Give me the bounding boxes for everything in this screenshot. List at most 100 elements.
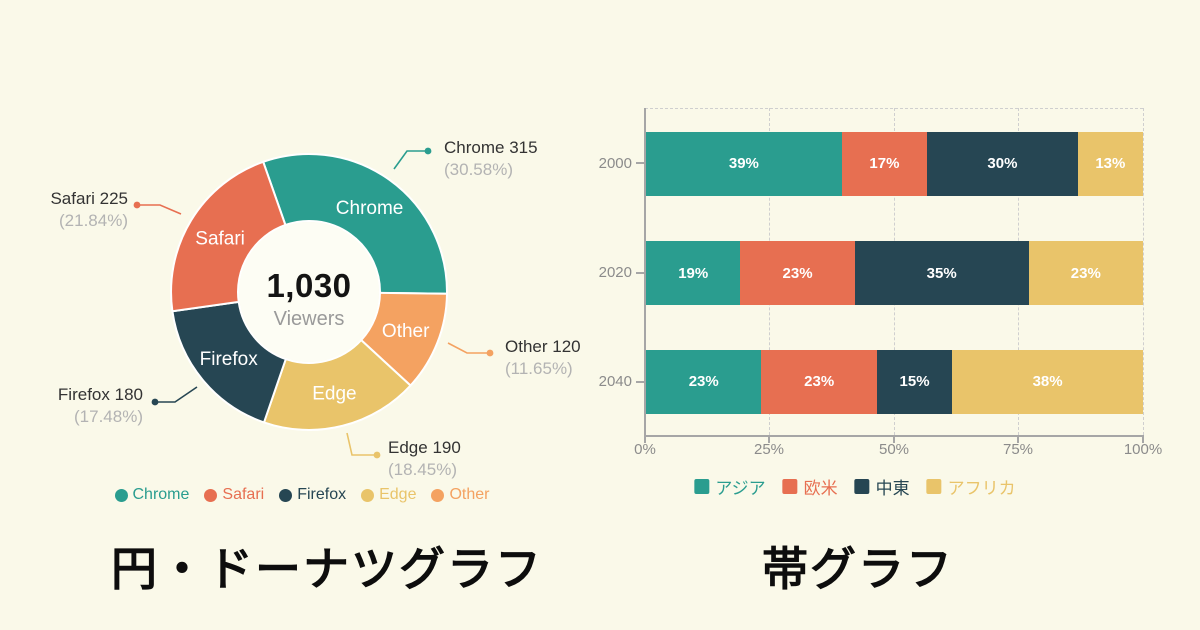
callout-safari: Safari 225 (21.84%)	[50, 189, 128, 230]
callout-dot-safari	[133, 201, 141, 209]
donut-slice-safari[interactable]	[170, 160, 287, 313]
bar-segment-value: 23%	[782, 264, 813, 282]
legend-item-edge[interactable]: Edge	[361, 486, 416, 504]
callout-firefox-text: Firefox 180	[58, 385, 143, 404]
legend-swatch-chuto	[854, 479, 870, 494]
donut-slice-chrome[interactable]	[262, 152, 449, 295]
x-tick-label-100: 100%	[1123, 441, 1163, 458]
bar-segment-2040-アジア[interactable]: 23%	[646, 349, 762, 415]
callout-line-chrome	[393, 150, 428, 170]
bar-segment-value: 23%	[688, 373, 719, 391]
legend-item-africa[interactable]: アフリカ	[926, 474, 1016, 499]
bar-segment-value: 23%	[804, 373, 835, 391]
callout-line-firefox	[155, 386, 198, 403]
legend-label-oubei: 欧米	[803, 479, 838, 498]
donut-slice-inner-label: Edge	[312, 383, 356, 404]
axis-tick	[768, 437, 770, 443]
callout-edge-text: Edge 190	[388, 438, 461, 457]
legend-label-asia: アジア	[715, 479, 766, 498]
callout-chrome-percent: (30.58%)	[444, 160, 513, 180]
bar-segment-value: 17%	[869, 155, 900, 173]
callout-dot-chrome	[424, 147, 432, 155]
legend-swatch-firefox	[279, 488, 293, 502]
legend-swatch-safari	[204, 488, 218, 502]
axis-tick	[1017, 437, 1019, 443]
slice-value: 190	[432, 438, 461, 457]
slice-value: 120	[552, 337, 581, 356]
callout-dot-other	[486, 349, 494, 357]
legend-item-firefox[interactable]: Firefox	[279, 486, 346, 504]
slice-name: Safari	[50, 189, 95, 208]
slice-name: Other	[505, 337, 548, 356]
legend-label-africa: アフリカ	[947, 479, 1016, 498]
bar-segment-value: 19%	[678, 264, 709, 282]
bar-segment-2000-中東[interactable]: 30%	[927, 131, 1078, 196]
bar-segment-2000-アジア[interactable]: 39%	[646, 131, 842, 196]
axis-tick	[636, 381, 644, 383]
bar-segment-2000-アフリカ[interactable]: 13%	[1077, 131, 1143, 196]
legend-label-chrome: Chrome	[132, 486, 190, 503]
bar-segment-2040-欧米[interactable]: 23%	[761, 349, 877, 415]
y-axis-line	[644, 108, 646, 437]
callout-other: Other 120 (11.65%)	[505, 337, 581, 378]
x-tick-label-25: 25%	[753, 441, 785, 458]
bar-segment-value: 35%	[926, 264, 957, 282]
legend-swatch-africa	[926, 479, 942, 494]
bar-segment-2020-アジア[interactable]: 19%	[646, 240, 741, 306]
bar-segment-2000-欧米[interactable]: 17%	[841, 131, 928, 196]
band-bars-area: 39% 17% 30% 13% 19% 23% 35% 23% 23% 23% 15% 38%	[646, 108, 1143, 435]
callout-dot-edge	[373, 451, 381, 459]
axis-tick	[644, 437, 646, 443]
bar-segment-2020-欧米[interactable]: 23%	[740, 240, 855, 306]
slice-value: 315	[509, 138, 538, 157]
callout-chrome: Chrome 315 (30.58%)	[444, 138, 538, 179]
callout-dot-firefox	[151, 398, 159, 406]
callout-line-other	[447, 342, 490, 354]
donut-slice-inner-label: Safari	[195, 229, 245, 250]
legend-item-asia[interactable]: アジア	[694, 474, 766, 499]
callout-safari-text: Safari 225	[50, 189, 128, 208]
slice-name: Firefox	[57, 385, 110, 404]
legend-item-chuto[interactable]: 中東	[854, 474, 910, 499]
legend-item-chrome[interactable]: Chrome	[114, 486, 190, 504]
bar-segment-value: 30%	[987, 155, 1018, 173]
legend-label-edge: Edge	[379, 486, 417, 503]
bar-segment-value: 15%	[899, 373, 930, 391]
donut-slice-inner-label: Firefox	[200, 349, 259, 370]
x-tick-label-50: 50%	[878, 441, 910, 458]
axis-tick	[1142, 437, 1144, 443]
callout-edge-percent: (18.45%)	[388, 460, 457, 480]
legend-swatch-edge	[361, 488, 375, 502]
bar-segment-2020-アフリカ[interactable]: 23%	[1028, 240, 1143, 306]
legend-item-safari[interactable]: Safari	[204, 486, 264, 504]
donut-total-label: Viewers	[273, 307, 345, 330]
bar-segment-2020-中東[interactable]: 35%	[854, 240, 1029, 306]
slice-name: Chrome	[444, 138, 505, 157]
bar-segment-2040-中東[interactable]: 15%	[876, 349, 953, 415]
bar-row-2040: 23% 23% 15% 38%	[646, 349, 1143, 415]
callout-firefox-percent: (17.48%)	[74, 407, 143, 427]
callout-firefox: Firefox 180 (17.48%)	[58, 385, 143, 426]
bar-segment-value: 23%	[1070, 264, 1101, 282]
donut-slice-edge[interactable]	[263, 339, 412, 431]
callout-other-percent: (11.65%)	[505, 359, 573, 379]
bar-segment-value: 13%	[1095, 155, 1126, 173]
x-axis-line	[644, 435, 1144, 437]
bar-row-2020: 19% 23% 35% 23%	[646, 240, 1143, 306]
donut-slice-inner-label: Other	[382, 321, 430, 342]
legend-item-oubei[interactable]: 欧米	[782, 474, 838, 499]
category-label-2000: 2000	[598, 155, 632, 172]
category-label-2040: 2040	[598, 373, 632, 390]
donut-slice-inner-label: Chrome	[336, 198, 404, 219]
axis-tick	[636, 162, 644, 164]
callout-edge: Edge 190 (18.45%)	[388, 438, 461, 479]
donut-chart-panel: Chrome Other Edge Firefox Safari 1,030 Viewe…	[0, 0, 598, 630]
legend-item-other[interactable]: Other	[431, 486, 490, 504]
legend-label-chuto: 中東	[875, 479, 910, 498]
callout-safari-percent: (21.84%)	[59, 211, 128, 231]
bar-segment-2040-アフリカ[interactable]: 38%	[952, 349, 1143, 415]
legend-swatch-oubei	[782, 479, 798, 494]
x-tick-label-75: 75%	[1002, 441, 1034, 458]
